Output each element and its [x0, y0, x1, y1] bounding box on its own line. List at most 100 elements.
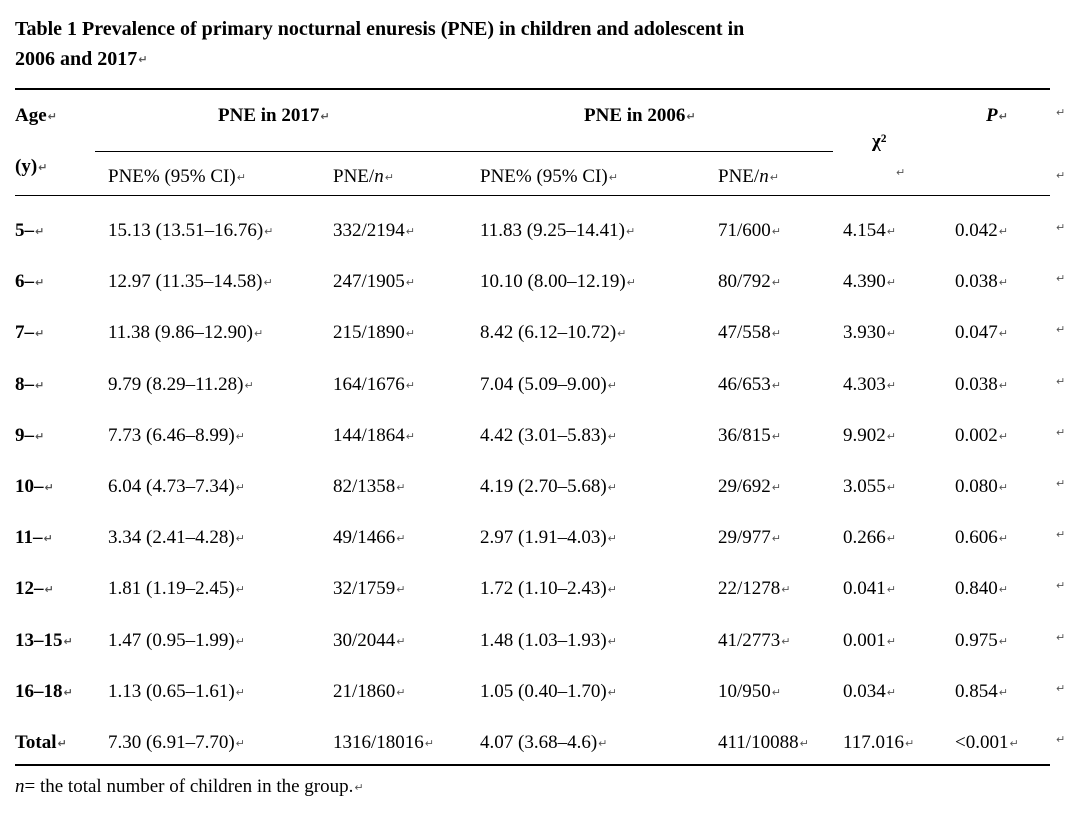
top-rule: [15, 88, 1050, 90]
paragraph-mark-icon: ↵: [35, 378, 45, 392]
cell-ratio-2017: 82/1358↵: [333, 476, 406, 497]
paragraph-mark-icon: ↵: [1056, 528, 1066, 541]
paragraph-mark-icon: ↵: [998, 582, 1008, 596]
paragraph-mark-icon: ↵: [63, 685, 73, 699]
cell-pct-2017: 1.13 (0.65–1.61)↵: [108, 681, 245, 702]
paragraph-mark-icon: ↵: [886, 480, 896, 494]
cell-p-value: 0.854↵: [955, 681, 1008, 702]
paragraph-mark-icon: ↵: [781, 582, 791, 596]
cell-chi-square: 9.902↵: [843, 425, 896, 446]
header-p-value: P↵: [986, 105, 1008, 126]
cell-age: Total↵: [15, 732, 67, 753]
cell-chi-square: 0.266↵: [843, 527, 896, 548]
paragraph-mark-icon: ↵: [1009, 736, 1019, 750]
paragraph-mark-icon: ↵: [886, 326, 896, 340]
cell-ratio-2006: 47/558↵: [718, 322, 781, 343]
cell-ratio-2017: 1316/18016↵: [333, 732, 434, 753]
paragraph-mark-icon: ↵: [35, 224, 45, 238]
paragraph-mark-icon: ↵: [771, 531, 781, 545]
paragraph-mark-icon: ↵: [405, 429, 415, 443]
cell-pct-2017: 1.47 (0.95–1.99)↵: [108, 630, 245, 651]
paragraph-mark-icon: ↵: [799, 736, 809, 750]
paragraph-mark-icon: ↵: [998, 634, 1008, 648]
cell-ratio-2017: 144/1864↵: [333, 425, 415, 446]
paragraph-mark-icon: ↵: [998, 224, 1008, 238]
paragraph-mark-icon: ↵: [44, 480, 54, 494]
cell-ratio-2017: 332/2194↵: [333, 220, 415, 241]
cell-ratio-2017: 30/2044↵: [333, 630, 406, 651]
cell-p-value: 0.975↵: [955, 630, 1008, 651]
cell-age: 13–15↵: [15, 630, 73, 651]
paragraph-mark-icon: ↵: [905, 736, 915, 750]
cell-pct-2017: 3.34 (2.41–4.28)↵: [108, 527, 245, 548]
header-age-unit: (y)↵: [15, 156, 48, 177]
cell-age: 12–↵: [15, 578, 54, 599]
paragraph-mark-icon: ↵: [771, 326, 781, 340]
paragraph-mark-icon: ↵: [235, 429, 245, 443]
paragraph-mark-icon: ↵: [598, 736, 608, 750]
cell-ratio-2006: 71/600↵: [718, 220, 781, 241]
footnote: n= the total number of children in the g…: [15, 776, 364, 797]
paragraph-mark-icon: ↵: [235, 531, 245, 545]
header-pct-2017: PNE% (95% CI)↵: [108, 166, 246, 187]
table-title: Table 1 Prevalence of primary nocturnal …: [15, 14, 1065, 75]
cell-ratio-2006: 36/815↵: [718, 425, 781, 446]
cell-age: 11–↵: [15, 527, 53, 548]
cell-chi-square: 4.154↵: [843, 220, 896, 241]
header-group-2017: PNE in 2017↵: [218, 105, 330, 126]
paragraph-mark-icon: ↵: [607, 582, 617, 596]
paragraph-mark-icon: ↵: [138, 53, 148, 67]
paragraph-mark-icon: ↵: [396, 531, 406, 545]
cell-p-value: <0.001↵: [955, 732, 1019, 753]
paragraph-mark-icon: ↵: [607, 634, 617, 648]
paragraph-mark-icon: ↵: [626, 275, 636, 289]
cell-chi-square: 3.055↵: [843, 476, 896, 497]
paragraph-mark-icon: ↵: [1056, 426, 1066, 439]
paragraph-mark-icon: ↵: [35, 429, 45, 443]
paragraph-mark-icon: ↵: [263, 275, 273, 289]
cell-ratio-2006: 80/792↵: [718, 271, 781, 292]
paragraph-mark-icon: ↵: [607, 429, 617, 443]
paragraph-mark-icon: ↵: [44, 582, 54, 596]
paragraph-mark-icon: ↵: [405, 326, 415, 340]
cell-p-value: 0.038↵: [955, 271, 1008, 292]
paragraph-mark-icon: ↵: [235, 736, 245, 750]
cell-pct-2006: 8.42 (6.12–10.72)↵: [480, 322, 627, 343]
cell-ratio-2017: 215/1890↵: [333, 322, 415, 343]
paragraph-mark-icon: ↵: [1056, 733, 1066, 746]
paragraph-mark-icon: ↵: [886, 531, 896, 545]
paragraph-mark-icon: ↵: [396, 480, 406, 494]
paragraph-mark-icon: ↵: [771, 224, 781, 238]
paragraph-mark-icon: ↵: [1056, 682, 1066, 695]
paragraph-mark-icon: ↵: [396, 685, 406, 699]
cell-ratio-2017: 247/1905↵: [333, 271, 415, 292]
paragraph-mark-icon: ↵: [771, 480, 781, 494]
paragraph-mark-icon: ↵: [43, 531, 53, 545]
cell-p-value: 0.038↵: [955, 374, 1008, 395]
paragraph-mark-icon: ↵: [1056, 272, 1066, 285]
cell-ratio-2017: 21/1860↵: [333, 681, 406, 702]
paragraph-mark-icon: ↵: [396, 582, 406, 596]
paragraph-mark-icon: ↵: [886, 429, 896, 443]
paragraph-mark-icon: ↵: [771, 685, 781, 699]
paragraph-mark-icon: ↵: [1056, 106, 1066, 119]
cell-p-value: 0.606↵: [955, 527, 1008, 548]
cell-pct-2006: 1.72 (1.10–2.43)↵: [480, 578, 617, 599]
paragraph-mark-icon: ↵: [607, 480, 617, 494]
cell-ratio-2006: 10/950↵: [718, 681, 781, 702]
paragraph-mark-icon: ↵: [253, 326, 264, 340]
paragraph-mark-icon: ↵: [35, 275, 45, 289]
cell-chi-square: 4.303↵: [843, 374, 896, 395]
header-ratio-2017: PNE/n↵: [333, 166, 394, 187]
cell-pct-2006: 11.83 (9.25–14.41)↵: [480, 220, 636, 241]
paragraph-mark-icon: ↵: [998, 531, 1008, 545]
paragraph-mark-icon: ↵: [1056, 221, 1066, 234]
paragraph-mark-icon: ↵: [896, 165, 906, 179]
cell-age: 5–↵: [15, 220, 45, 241]
table-title-line2: 2006 and 2017: [15, 48, 138, 70]
paragraph-mark-icon: ↵: [235, 582, 245, 596]
cell-ratio-2006: 46/653↵: [718, 374, 781, 395]
cell-ratio-2017: 32/1759↵: [333, 578, 406, 599]
cell-ratio-2017: 164/1676↵: [333, 374, 415, 395]
cell-chi-square: 117.016↵: [843, 732, 915, 753]
